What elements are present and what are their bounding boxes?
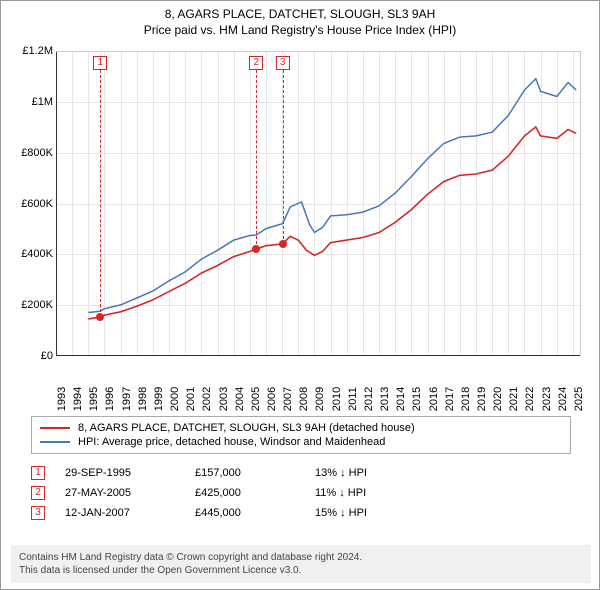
event-number: 2: [31, 486, 45, 500]
xtick-label: 1996: [104, 387, 116, 411]
event-date: 27-MAY-2005: [65, 487, 175, 499]
chart-title-address: 8, AGARS PLACE, DATCHET, SLOUGH, SL3 9AH: [1, 7, 599, 21]
event-delta: 13% ↓ HPI: [315, 467, 367, 479]
marker-line: [256, 70, 257, 249]
xtick-label: 2022: [524, 387, 536, 411]
xtick-label: 1997: [121, 387, 133, 411]
xtick-label: 2017: [444, 387, 456, 411]
xtick-label: 2024: [557, 387, 569, 411]
xtick-label: 2023: [541, 387, 553, 411]
series-property: [88, 127, 576, 319]
event-row: 3 12-JAN-2007 £445,000 15% ↓ HPI: [31, 503, 571, 523]
xtick-label: 2020: [492, 387, 504, 411]
event-number: 3: [31, 506, 45, 520]
ytick-label: £800K: [3, 147, 53, 159]
xtick-label: 2003: [218, 387, 230, 411]
ytick-label: £1.2M: [3, 45, 53, 57]
marker-number: 2: [249, 56, 263, 70]
legend: 8, AGARS PLACE, DATCHET, SLOUGH, SL3 9AH…: [31, 416, 571, 454]
event-row: 2 27-MAY-2005 £425,000 11% ↓ HPI: [31, 483, 571, 503]
legend-swatch: [40, 441, 70, 443]
marker-number: 1: [93, 56, 107, 70]
xtick-label: 2015: [411, 387, 423, 411]
legend-label: 8, AGARS PLACE, DATCHET, SLOUGH, SL3 9AH…: [78, 422, 415, 434]
xtick-label: 2021: [508, 387, 520, 411]
ytick-label: £600K: [3, 198, 53, 210]
chart-title-subtitle: Price paid vs. HM Land Registry's House …: [1, 23, 599, 37]
marker-dot: [96, 313, 104, 321]
xtick-label: 2019: [476, 387, 488, 411]
event-price: £425,000: [195, 487, 295, 499]
event-delta: 11% ↓ HPI: [315, 487, 366, 499]
ytick-label: £1M: [3, 96, 53, 108]
xtick-label: 1998: [137, 387, 149, 411]
legend-swatch: [40, 427, 70, 429]
event-delta: 15% ↓ HPI: [315, 507, 367, 519]
footer-line2: This data is licensed under the Open Gov…: [19, 564, 583, 577]
event-number: 1: [31, 466, 45, 480]
xtick-label: 2010: [331, 387, 343, 411]
ytick-label: £0: [3, 350, 53, 362]
chart-container: 8, AGARS PLACE, DATCHET, SLOUGH, SL3 9AH…: [0, 0, 600, 590]
xtick-label: 2016: [428, 387, 440, 411]
series-hpi: [88, 79, 576, 313]
xtick-label: 2009: [314, 387, 326, 411]
xtick-label: 2012: [363, 387, 375, 411]
event-date: 12-JAN-2007: [65, 507, 175, 519]
xtick-label: 1994: [72, 387, 84, 411]
xtick-label: 1999: [153, 387, 165, 411]
ytick-label: £200K: [3, 299, 53, 311]
event-row: 1 29-SEP-1995 £157,000 13% ↓ HPI: [31, 463, 571, 483]
ytick-label: £400K: [3, 248, 53, 260]
y-axis-line: [56, 52, 57, 356]
footer-attribution: Contains HM Land Registry data © Crown c…: [11, 545, 591, 583]
plot-area: 1 23: [56, 51, 581, 356]
xtick-label: 1995: [88, 387, 100, 411]
xtick-label: 2000: [169, 387, 181, 411]
marker-dot: [279, 240, 287, 248]
line-series: [56, 52, 581, 357]
marker-line: [100, 70, 101, 317]
xtick-label: 2018: [460, 387, 472, 411]
xtick-label: 2006: [266, 387, 278, 411]
marker-dot: [252, 245, 260, 253]
legend-label: HPI: Average price, detached house, Wind…: [78, 436, 385, 448]
event-price: £157,000: [195, 467, 295, 479]
legend-row: 8, AGARS PLACE, DATCHET, SLOUGH, SL3 9AH…: [40, 421, 562, 435]
footer-line1: Contains HM Land Registry data © Crown c…: [19, 551, 583, 564]
xtick-label: 2011: [347, 387, 359, 411]
xtick-label: 2025: [573, 387, 585, 411]
xtick-label: 2013: [379, 387, 391, 411]
x-axis-line: [56, 355, 580, 356]
event-price: £445,000: [195, 507, 295, 519]
xtick-label: 2007: [282, 387, 294, 411]
marker-line: [283, 70, 284, 244]
xtick-label: 2002: [201, 387, 213, 411]
marker-number: 3: [276, 56, 290, 70]
xtick-label: 2005: [250, 387, 262, 411]
legend-row: HPI: Average price, detached house, Wind…: [40, 435, 562, 449]
chart-titles: 8, AGARS PLACE, DATCHET, SLOUGH, SL3 9AH…: [1, 1, 599, 37]
xtick-label: 2001: [185, 387, 197, 411]
xtick-label: 2014: [395, 387, 407, 411]
xtick-label: 2004: [234, 387, 246, 411]
xtick-label: 2008: [298, 387, 310, 411]
events-table: 1 29-SEP-1995 £157,000 13% ↓ HPI 2 27-MAY-200…: [31, 463, 571, 523]
event-date: 29-SEP-1995: [65, 467, 175, 479]
xtick-label: 1993: [56, 387, 68, 411]
